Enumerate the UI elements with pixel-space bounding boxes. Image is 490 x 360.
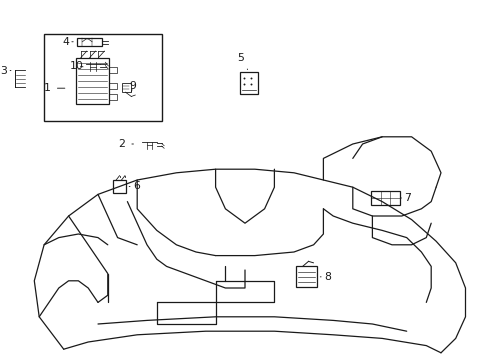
Text: 8: 8 bbox=[320, 272, 331, 282]
Bar bbox=[109, 67, 117, 73]
Text: 2: 2 bbox=[118, 139, 133, 149]
Bar bbox=[44, 34, 162, 121]
Bar bbox=[77, 38, 102, 46]
Bar bbox=[113, 180, 126, 193]
Text: 4: 4 bbox=[62, 37, 73, 47]
Bar bbox=[240, 72, 258, 94]
Bar bbox=[109, 83, 117, 89]
Bar bbox=[296, 266, 317, 287]
Text: 5: 5 bbox=[238, 53, 247, 69]
Text: 9: 9 bbox=[130, 81, 137, 92]
Text: 6: 6 bbox=[129, 181, 140, 192]
Bar bbox=[76, 58, 109, 104]
Text: 1: 1 bbox=[44, 83, 65, 93]
Bar bbox=[122, 83, 131, 92]
Text: 10: 10 bbox=[70, 60, 83, 71]
Bar bbox=[109, 94, 117, 100]
Text: 7: 7 bbox=[401, 193, 411, 203]
Bar bbox=[371, 191, 400, 205]
Text: 3: 3 bbox=[0, 66, 11, 76]
